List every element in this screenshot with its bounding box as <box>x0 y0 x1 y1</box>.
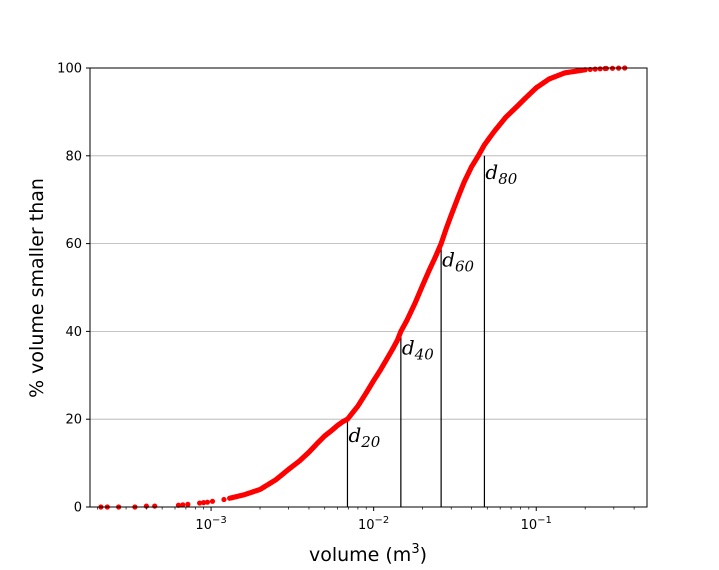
x-axis-label: volume (m3) <box>309 542 427 566</box>
data-point <box>221 496 227 503</box>
y-tick-label: 60 <box>65 237 82 252</box>
percentile-label: d20 <box>348 423 380 451</box>
data-point <box>209 498 216 504</box>
data-point <box>197 500 203 506</box>
y-tick-label: 0 <box>74 501 82 516</box>
y-tick-label: 80 <box>65 149 82 164</box>
data-point <box>201 500 207 506</box>
y-tick-label: 40 <box>65 325 82 340</box>
percentile-annotations: d20 d40 d60 d80 <box>348 160 517 451</box>
data-point <box>152 503 158 509</box>
data-point <box>592 66 598 72</box>
data-points <box>98 65 628 510</box>
grid-lines <box>90 155 647 420</box>
plot-frame <box>89 67 648 508</box>
y-ticks: 0 20 40 60 80 100 <box>57 62 90 516</box>
percentile-lines <box>346 155 486 507</box>
percentile-label: d60 <box>442 248 474 276</box>
y-tick-label: 100 <box>57 62 82 77</box>
data-point <box>180 502 186 508</box>
y-axis-label: % volume smaller than <box>26 178 48 398</box>
data-point <box>185 501 191 507</box>
x-ticks: 10−3 10−2 10−1 <box>97 507 635 533</box>
percentile-label: d40 <box>402 335 434 363</box>
data-point <box>597 66 603 72</box>
x-tick-label: 10−3 <box>195 515 226 533</box>
data-point <box>204 499 211 505</box>
x-tick-label: 10−2 <box>358 515 389 533</box>
x-tick-label: 10−1 <box>521 515 552 533</box>
percentile-label: d80 <box>485 160 517 188</box>
y-tick-label: 20 <box>65 413 82 428</box>
